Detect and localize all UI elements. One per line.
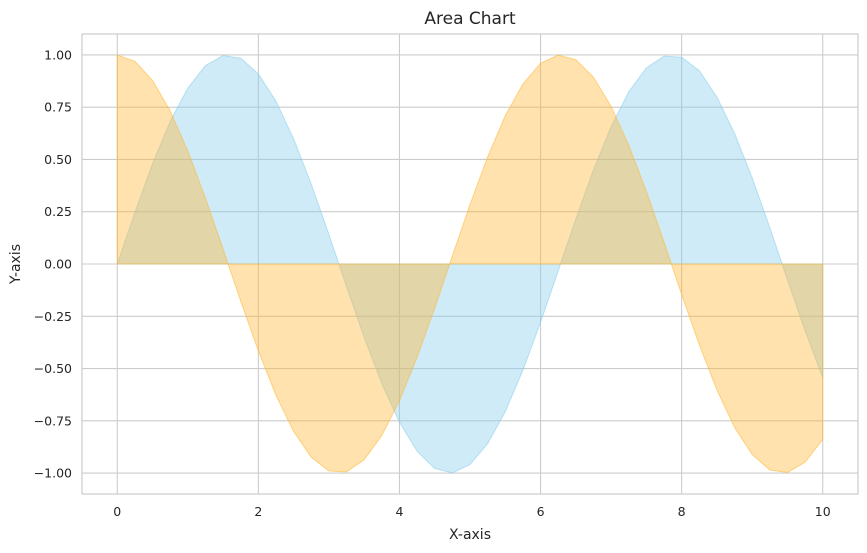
x-tick-label: 8 xyxy=(678,504,686,519)
y-tick-label: 0.75 xyxy=(44,100,72,115)
x-tick-labels: 0 2 4 6 8 10 xyxy=(113,504,830,519)
x-tick-label: 0 xyxy=(113,504,121,519)
y-axis-label: Y-axis xyxy=(8,244,24,285)
y-tick-label: 0.25 xyxy=(44,204,72,219)
y-tick-label: 0.00 xyxy=(44,257,72,272)
y-tick-labels: −1.00 −0.75 −0.50 −0.25 0.00 0.25 0.50 0.75 1.00 xyxy=(34,47,72,480)
x-tick-label: 6 xyxy=(537,504,545,519)
x-tick-label: 2 xyxy=(254,504,262,519)
y-tick-label: −0.75 xyxy=(34,413,72,428)
plot-frame xyxy=(81,33,859,495)
y-tick-label: −1.00 xyxy=(34,466,72,481)
y-tick-label: 1.00 xyxy=(44,47,72,62)
area-series-2 xyxy=(116,54,824,473)
x-tick-label: 10 xyxy=(815,504,831,519)
y-tick-label: −0.50 xyxy=(34,361,72,376)
y-tick-label: −0.25 xyxy=(34,309,72,324)
chart-title: Area Chart xyxy=(424,9,516,29)
x-tick-label: 4 xyxy=(395,504,403,519)
y-tick-label: 0.50 xyxy=(44,152,72,167)
x-axis-label: X-axis xyxy=(449,527,491,543)
area-series-group xyxy=(116,54,824,474)
